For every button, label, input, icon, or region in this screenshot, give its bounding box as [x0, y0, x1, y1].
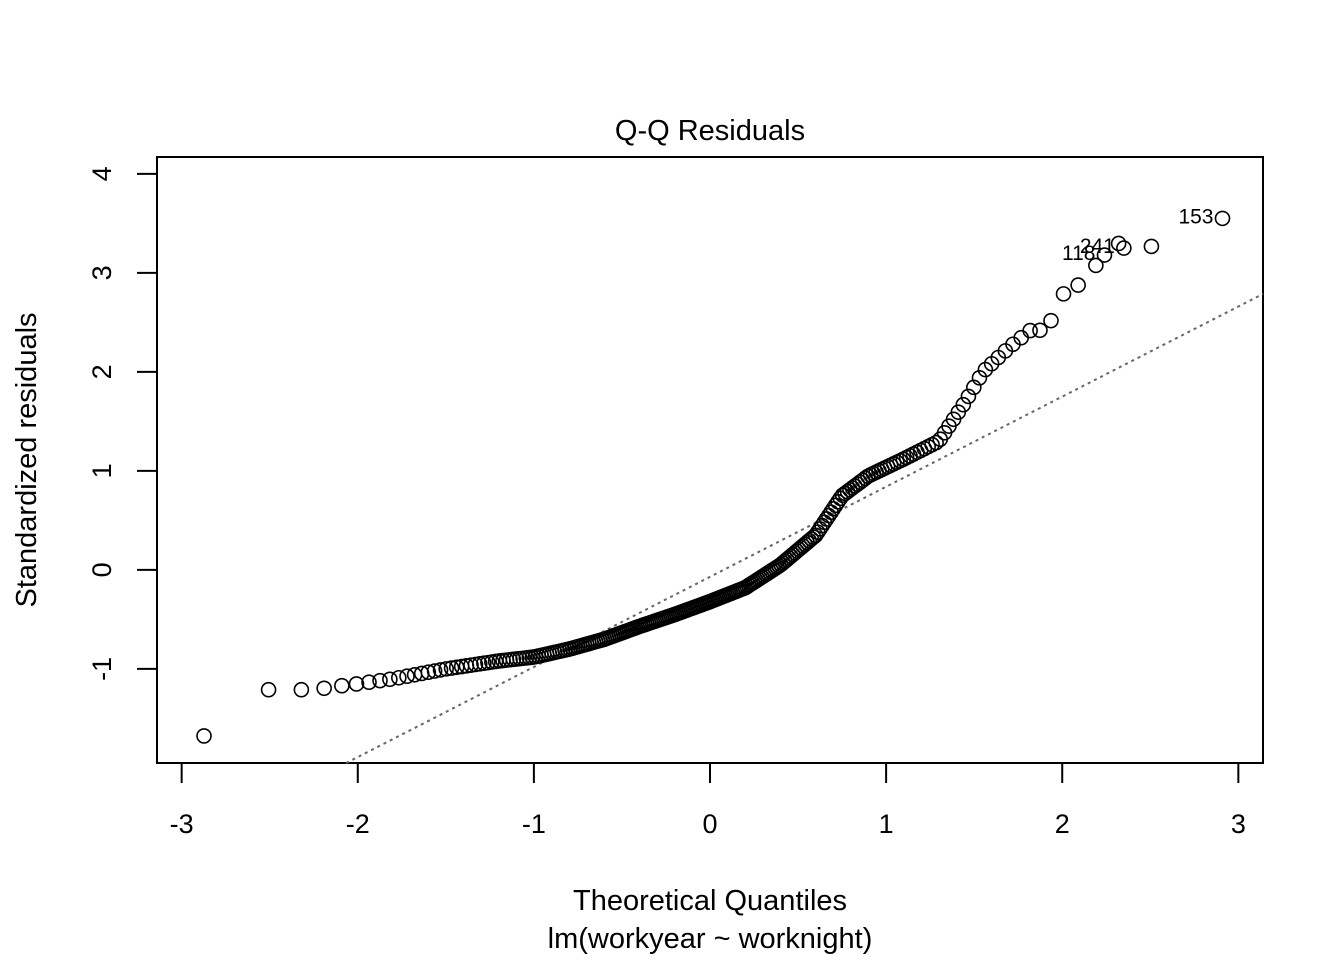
data-point — [1055, 286, 1072, 302]
data-point — [293, 681, 310, 698]
x-tick-label: 1 — [879, 809, 894, 839]
data-point — [361, 674, 377, 691]
chart-title: Q-Q Residuals — [615, 115, 805, 147]
data-point — [348, 676, 365, 692]
y-tick-label: 3 — [87, 265, 117, 280]
x-tick-label: -2 — [346, 809, 370, 839]
reference-line — [345, 293, 1264, 764]
data-point — [1110, 235, 1127, 252]
y-axis: -1 0 1 2 3 4 — [87, 166, 158, 681]
data-point — [960, 388, 977, 405]
data-point — [971, 370, 988, 386]
data-point — [1043, 312, 1059, 329]
data-point — [391, 669, 407, 686]
data-point — [432, 662, 449, 678]
x-tick-label: 0 — [702, 809, 717, 839]
x-axis: -3 -2 -1 0 1 2 3 — [170, 762, 1246, 839]
data-point — [372, 672, 388, 689]
y-axis-title: Standardized residuals — [11, 312, 43, 607]
data-point — [1022, 322, 1038, 339]
data-point — [420, 664, 437, 681]
data-point — [1032, 322, 1048, 339]
data-point — [852, 474, 868, 491]
point-label: 241 — [1080, 235, 1115, 258]
y-tick-label: 1 — [87, 463, 117, 478]
data-point — [849, 476, 866, 492]
data-point — [1116, 240, 1132, 256]
data-point — [1096, 247, 1113, 263]
data-point — [443, 660, 460, 676]
point-label: 153 — [1178, 205, 1213, 228]
data-point — [399, 668, 415, 685]
x-tick-label: 2 — [1055, 809, 1070, 839]
data-point — [260, 681, 277, 698]
point-label: 118 — [1062, 242, 1095, 265]
x-tick-label: -1 — [522, 809, 546, 839]
data-point — [928, 434, 944, 451]
data-point — [966, 379, 982, 396]
x-tick-label: 3 — [1231, 809, 1246, 839]
data-point — [334, 677, 350, 694]
data-point — [1143, 238, 1160, 255]
data-point — [438, 661, 454, 677]
y-tick-label: 2 — [87, 364, 117, 379]
y-tick-label: 0 — [87, 562, 117, 577]
y-tick-label: 4 — [87, 166, 117, 181]
y-tick-label: -1 — [87, 657, 117, 681]
data-point — [955, 396, 972, 413]
x-tick-label: -3 — [170, 809, 194, 839]
data-point — [316, 680, 332, 697]
data-point — [1070, 277, 1086, 293]
x-axis-subtitle: lm(workyear ~ worknight) — [548, 923, 873, 955]
data-points — [196, 210, 1231, 744]
data-point — [196, 728, 212, 744]
data-point — [382, 671, 398, 688]
data-point — [426, 663, 443, 679]
data-point — [1088, 257, 1104, 274]
x-axis-title: Theoretical Quantiles — [573, 885, 847, 917]
data-point — [1214, 210, 1231, 227]
